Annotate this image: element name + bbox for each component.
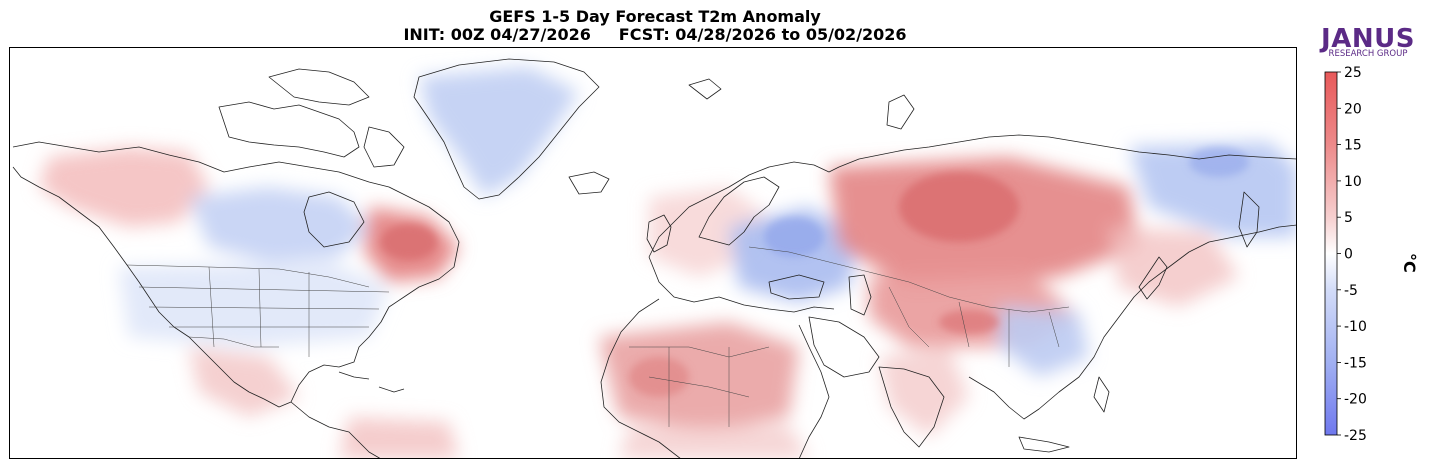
coast-central-america [290, 401, 382, 459]
coast-greenland [413, 58, 600, 200]
coast-caribbean [338, 371, 405, 393]
coast-east-asia [968, 224, 1297, 420]
anomaly-central-america [339, 417, 459, 459]
coast-novaya-zemlya [886, 94, 915, 130]
coast-arabia [808, 316, 880, 378]
coast-scandinavia [698, 176, 780, 246]
coast-british-isles [646, 214, 672, 253]
anomaly-sahara-core [629, 357, 689, 397]
map-subtitle: INIT: 00Z 04/27/2026 FCST: 04/28/2026 to… [403, 25, 907, 44]
anomaly-map [9, 47, 1297, 459]
anomaly-esib-core [1189, 147, 1249, 177]
anomaly-india [879, 347, 969, 437]
colorbar-tick-label: -25 [1344, 428, 1367, 444]
anomaly-s-china [999, 307, 1089, 377]
colorbar-tick-label: -5 [1344, 283, 1358, 299]
janus-logo-subtitle: RESEARCH GROUP [1328, 49, 1408, 59]
colorbar-tick-label: 0 [1344, 247, 1353, 263]
colorbar: 25 20 15 10 5 0 -5 -10 -15 -20 -25 °C [1324, 65, 1419, 444]
coast-japan [1138, 256, 1168, 300]
border-us-mexico [188, 336, 279, 348]
coast-svalbard [688, 78, 722, 100]
anomaly-greenland [419, 67, 579, 197]
coast-iceland [568, 171, 610, 195]
coast-arctic-islands [218, 101, 360, 158]
colorbar-tick-label: 25 [1344, 65, 1362, 81]
anomaly-alaska [39, 147, 209, 227]
coast-caspian [848, 274, 872, 316]
border-europe-asia [748, 246, 1070, 313]
colorbar-tick-label: 10 [1344, 174, 1362, 190]
border-us-canada [126, 264, 370, 288]
coast-mediterranean [648, 256, 835, 313]
coast-india [878, 366, 945, 448]
colorbar-unit: °C [1400, 253, 1419, 273]
coast-hudson-bay [303, 191, 365, 248]
coast-europe [648, 134, 1297, 258]
coast-africa [600, 298, 830, 459]
coast-black-sea [768, 274, 825, 300]
anomaly-us [119, 262, 389, 347]
anomaly-e-siberia [1129, 142, 1297, 237]
colorbar-tick-label: 5 [1344, 210, 1353, 226]
anomaly-c-africa [619, 425, 809, 459]
anomaly-himalaya-core [939, 310, 999, 334]
colorbar-tick-label: -10 [1344, 319, 1367, 335]
anomaly-siberia-core [899, 172, 1019, 242]
coast-kamchatka [1238, 191, 1260, 248]
anomaly-quebec-core [381, 224, 437, 260]
colorbar-tick-label: -15 [1344, 355, 1367, 371]
colorbar-tick-label: -20 [1344, 392, 1367, 408]
map-title: GEFS 1-5 Day Forecast T2m Anomaly [489, 7, 821, 26]
janus-logo: JANUS [1321, 24, 1415, 54]
anomaly-sahara [599, 322, 799, 432]
colorbar-tick-label: 15 [1344, 138, 1362, 154]
anomaly-ukraine-core [764, 217, 824, 257]
colorbar-tick-label: 20 [1344, 101, 1362, 117]
colorbar-gradient [1324, 71, 1338, 436]
anomaly-central-canada [189, 187, 369, 262]
anomaly-far-east [1109, 227, 1239, 307]
